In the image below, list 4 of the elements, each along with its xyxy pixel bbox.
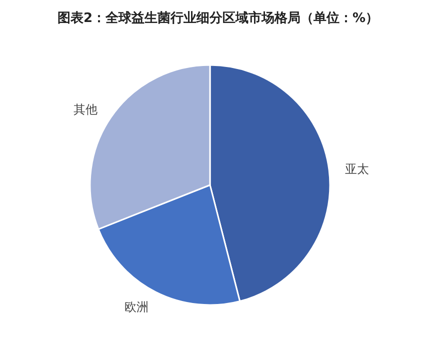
- slice-label: 亚太: [344, 162, 369, 176]
- slice-label: 欧洲: [124, 300, 148, 314]
- chart-title: 图表2：全球益生菌行业细分区域市场格局（单位：%）: [57, 10, 379, 26]
- slice-label: 其他: [74, 102, 98, 117]
